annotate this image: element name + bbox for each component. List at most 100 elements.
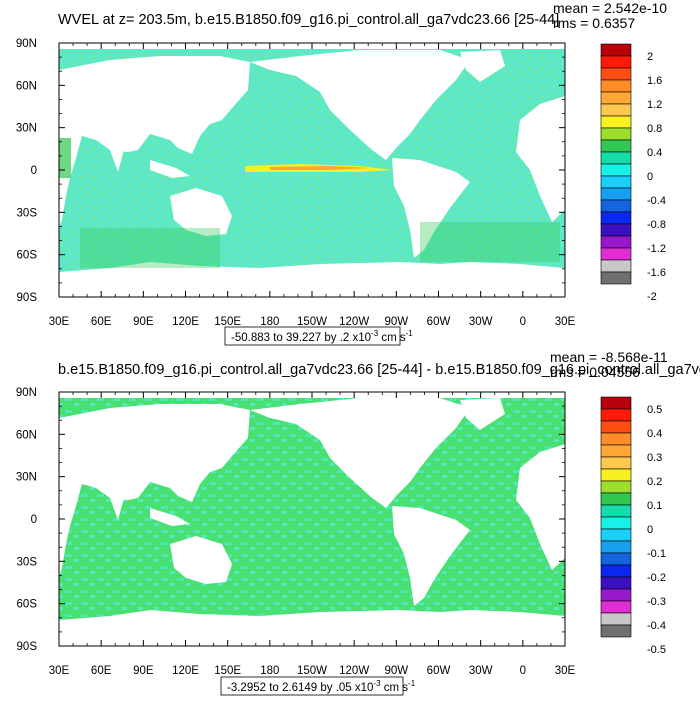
colorbar-label: -1.6 [647, 267, 666, 279]
x-tick-label: 0 [520, 316, 526, 328]
x-tick-label: 30E [555, 316, 576, 328]
colorbar-label: 0.2 [647, 476, 662, 488]
colorbar-swatch [600, 588, 632, 602]
colorbar-swatch [600, 79, 632, 93]
y-tick-label: 90N [16, 387, 37, 399]
colorbar-swatch [600, 139, 632, 153]
colorbar-label: 0 [647, 524, 653, 536]
south-america [392, 158, 470, 258]
x-tick-label: 120E [172, 316, 199, 328]
colorbar-swatch [600, 247, 632, 261]
panel-1-axes: 30E 60E 90E 120E 150E 180 150W 120W 90W 60W 30W 0 30… [16, 38, 576, 328]
colorbar-swatch [600, 576, 632, 590]
y-tick-label: 60N [16, 429, 37, 441]
x-tick-label: 60W [427, 665, 451, 677]
x-tick-label: 30W [469, 665, 493, 677]
colorbar-swatch [600, 564, 632, 578]
panel-1-colorbar: 2 1.6 1.2 0.8 0.4 0 -0.4 -0.8 -1.2 -1.6 -2 [600, 43, 666, 303]
colorbar-swatch [600, 528, 632, 542]
x-tick-label: 180 [260, 665, 279, 677]
y-tick-label: 90N [16, 38, 37, 50]
colorbar-label: -0.3 [647, 596, 666, 608]
panel-1-rms: rms = 0.6357 [553, 15, 635, 31]
colorbar-swatch [600, 115, 632, 129]
panel-2-axes: 30E 60E 90E 120E 150E 180 150W 120W 90W 60W 30W 0 30… [16, 387, 576, 677]
colorbar-swatch [600, 175, 632, 189]
svg-text:-50.883 to 39.227 by .2 x10-3: -50.883 to 39.227 by .2 x10-3 cm s-1 [231, 329, 413, 344]
x-tick-label: 0 [520, 665, 526, 677]
colorbar-label: 0.4 [647, 147, 662, 159]
panel-1-range-label: -50.883 to 39.227 by .2 x10 [231, 332, 371, 344]
north-america [250, 50, 470, 160]
colorbar-swatch [600, 420, 632, 434]
colorbar-swatch [600, 432, 632, 446]
y-tick-label: 0 [31, 514, 37, 526]
x-tick-label: 150E [214, 316, 241, 328]
colorbar-label: 0.4 [647, 428, 662, 440]
panel-1-range-box: -50.883 to 39.227 by .2 x10-3 cm s-1 [224, 326, 413, 346]
panel-2-title: b.e15.B1850.f09_g16.pi_control.all_ga7vd… [58, 362, 700, 378]
colorbar-label: 0.5 [647, 404, 662, 416]
colorbar-label: -0.4 [647, 620, 666, 632]
colorbar-swatch [600, 235, 632, 249]
colorbar-swatch [600, 271, 632, 285]
colorbar-swatch [600, 540, 632, 554]
colorbar-swatch [600, 211, 632, 225]
colorbar-swatch [600, 103, 632, 117]
panel-1-mean: mean = 2.542e-10 [553, 0, 667, 16]
y-tick-label: 60N [16, 80, 37, 92]
colorbar-label: 1.2 [647, 99, 662, 111]
y-tick-label: 0 [31, 165, 37, 177]
colorbar-swatch [600, 67, 632, 81]
colorbar-label: 0.3 [647, 452, 662, 464]
x-tick-label: 180 [260, 316, 279, 328]
colorbar-swatch [600, 600, 632, 614]
x-tick-label: 30E [555, 665, 576, 677]
panel-2-range-label: -3.2952 to 2.6149 by .05 x10 [227, 682, 373, 694]
colorbar-label: -0.5 [647, 644, 666, 656]
colorbar-swatch [600, 151, 632, 165]
x-tick-label: 120E [172, 665, 199, 677]
panel-1-range-units: cm s [378, 332, 406, 344]
colorbar-label: 0.1 [647, 500, 662, 512]
x-tick-label: 90E [133, 665, 154, 677]
x-tick-label: 120W [339, 665, 369, 677]
panel-2-colorbar: 0.5 0.4 0.3 0.2 0.1 0 -0.1 -0.2 -0.3 -0.4 -0.5 [600, 396, 666, 656]
panel-1-range-units-exp: -1 [406, 329, 414, 338]
panel-2-range-units-exp: -1 [408, 679, 416, 688]
colorbar-swatch [600, 444, 632, 458]
colorbar-label: 2 [647, 51, 653, 63]
panel-2-rms: rms = 0.04556 [550, 364, 640, 380]
colorbar-swatch [600, 480, 632, 494]
panel-2-range-units: cm s [381, 682, 409, 694]
colorbar-label: -0.8 [647, 219, 666, 231]
panel-2-range-box: -3.2952 to 2.6149 by .05 x10-3 cm s-1 [220, 676, 416, 696]
x-tick-label: 150W [297, 316, 327, 328]
colorbar-swatch [600, 468, 632, 482]
colorbar-swatch [600, 91, 632, 105]
x-tick-label: 90W [385, 665, 409, 677]
colorbar-swatch [600, 612, 632, 626]
y-tick-label: 30N [16, 123, 37, 135]
x-tick-label: 120W [339, 316, 369, 328]
x-tick-label: 150E [214, 665, 241, 677]
colorbar-swatch [600, 43, 632, 57]
panel-2-mean: mean = -8.568e-11 [550, 349, 668, 365]
colorbar-label: -0.2 [647, 572, 666, 584]
colorbar-swatch [600, 504, 632, 518]
colorbar-swatch [600, 516, 632, 530]
x-tick-label: 60E [91, 665, 112, 677]
colorbar-label: -1.2 [647, 243, 666, 255]
x-tick-label: 30E [49, 316, 70, 328]
y-tick-label: 60S [17, 250, 38, 262]
colorbar-swatch [600, 55, 632, 69]
colorbar-swatch [600, 552, 632, 566]
colorbar-swatch [600, 624, 632, 638]
colorbar-label: -0.1 [647, 548, 666, 560]
panel-top: WVEL at z= 203.5m, b.e15.B1850.f09_g16.p… [16, 0, 667, 346]
x-tick-label: 60E [91, 316, 112, 328]
svg-text:-3.2952 to 2.6149 by .05 x10-3: -3.2952 to 2.6149 by .05 x10-3 cm s-1 [227, 679, 416, 694]
y-tick-label: 30N [16, 472, 37, 484]
colorbar-label: 0 [647, 171, 653, 183]
